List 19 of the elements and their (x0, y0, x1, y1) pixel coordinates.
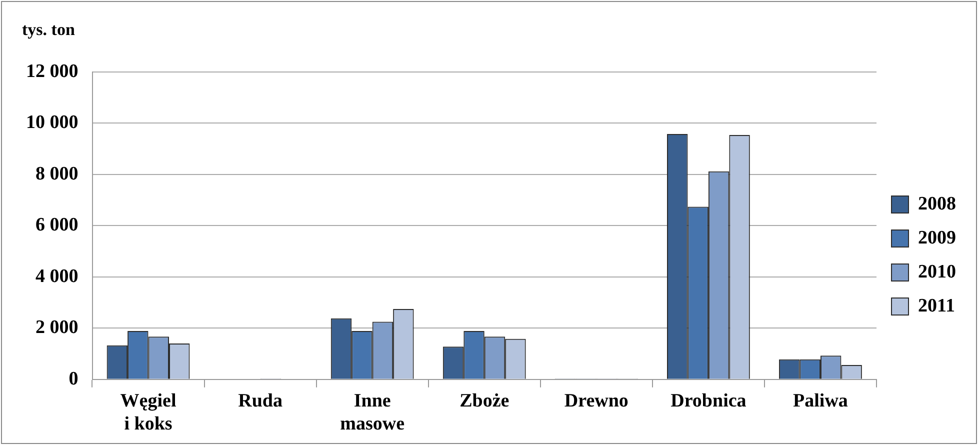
x-tick-label: Ruda (238, 390, 283, 412)
x-tick-label: Drobnica (670, 390, 747, 412)
y-tick-label: 8 000 (36, 163, 78, 184)
y-tick-label: 2 000 (36, 317, 78, 338)
y-tick-label: 4 000 (36, 266, 78, 287)
x-tick-label: Zboże (460, 390, 510, 412)
y-tick-label: 10 000 (26, 112, 78, 134)
x-tick-label: Inne masowe (340, 390, 405, 435)
y-axis-title: tys. ton (22, 20, 76, 39)
x-tick-label: Węgiel i koks (120, 390, 176, 435)
legend-label: 2011 (918, 295, 955, 316)
y-tick-label: 12 000 (26, 60, 78, 82)
y-tick-label: 0 (68, 368, 78, 390)
legend-label: 2008 (918, 193, 956, 214)
y-tick-label: 6 000 (36, 214, 78, 236)
x-tick-label: Paliwa (793, 390, 848, 412)
legend-label: 2009 (918, 227, 956, 248)
legend-label: 2010 (918, 261, 956, 282)
x-tick-label: Drewno (564, 390, 628, 412)
